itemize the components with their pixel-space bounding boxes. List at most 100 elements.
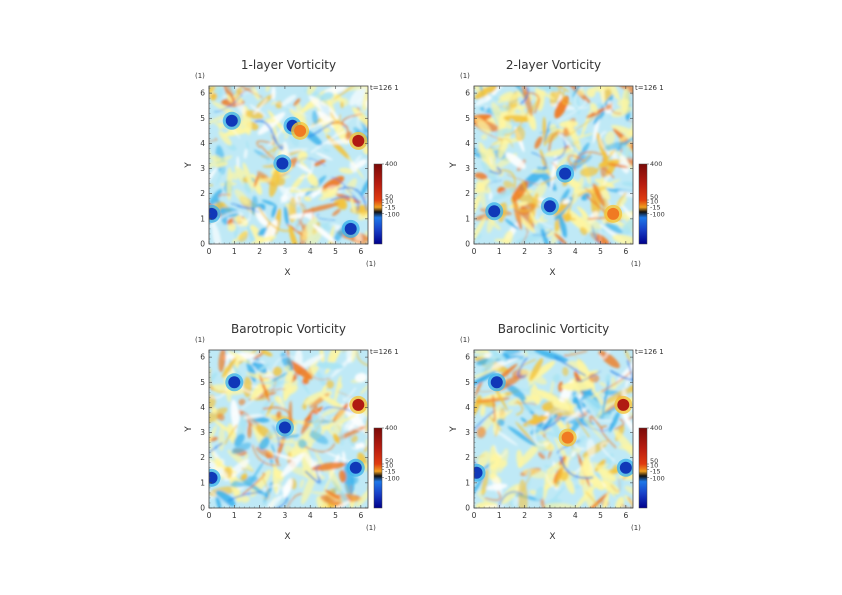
x-tick-label: 2 bbox=[257, 511, 262, 520]
colorbar-tick-label: -100 bbox=[650, 211, 665, 219]
x-tick-label: 6 bbox=[358, 511, 363, 520]
colorbar-tick-label: 400 bbox=[385, 160, 397, 168]
x-tick-label: 0 bbox=[207, 247, 212, 256]
y-axis-label: Y bbox=[184, 162, 194, 169]
x-tick-label: 2 bbox=[522, 511, 527, 520]
x-tick-label: 1 bbox=[497, 511, 502, 520]
y-tick-label: 0 bbox=[465, 240, 470, 249]
y-tick-label: 0 bbox=[200, 504, 205, 513]
colorbar-tick-label: 50 bbox=[650, 457, 658, 465]
negative-vortex bbox=[490, 376, 503, 389]
x-tick-label: 4 bbox=[573, 247, 578, 256]
negative-vortex bbox=[488, 205, 501, 218]
panel-title: 2-layer Vorticity bbox=[506, 58, 601, 72]
negative-vortex bbox=[559, 167, 572, 180]
x-tick-label: 0 bbox=[207, 511, 212, 520]
negative-vortex bbox=[278, 421, 291, 434]
colorbar-tick-label: 400 bbox=[650, 424, 662, 432]
colorbar-tick-label: 10 bbox=[385, 197, 393, 205]
y-unit-label: (1) bbox=[460, 336, 470, 344]
x-tick-label: 5 bbox=[598, 511, 603, 520]
colorbar-tick-label: -15 bbox=[650, 468, 661, 476]
y-tick-label: 4 bbox=[465, 403, 470, 412]
y-tick-label: 4 bbox=[465, 139, 470, 148]
x-tick-label: 3 bbox=[548, 511, 553, 520]
x-axis-label: X bbox=[549, 532, 555, 542]
plot-frame bbox=[208, 85, 369, 245]
colorbar-tick-label: -100 bbox=[385, 475, 400, 483]
colorbar-tick-label: -15 bbox=[650, 204, 661, 212]
colorbar-tick-label: -15 bbox=[385, 204, 396, 212]
y-unit-label: (1) bbox=[195, 72, 205, 80]
time-label: t=126 1 bbox=[635, 348, 664, 356]
y-tick-label: 6 bbox=[465, 89, 470, 98]
x-tick-label: 1 bbox=[232, 247, 237, 256]
plot-frame bbox=[473, 349, 634, 509]
y-tick-label: 4 bbox=[200, 139, 205, 148]
colorbar-tick-label: -100 bbox=[650, 475, 665, 483]
negative-vortex bbox=[349, 461, 362, 474]
colorbar bbox=[373, 427, 383, 509]
y-tick-label: 2 bbox=[465, 189, 470, 198]
y-tick-label: 3 bbox=[465, 164, 470, 173]
colorbar bbox=[373, 163, 383, 245]
x-unit-label: (1) bbox=[366, 524, 376, 532]
y-tick-label: 1 bbox=[465, 214, 470, 223]
y-tick-label: 0 bbox=[465, 504, 470, 513]
y-tick-label: 3 bbox=[200, 428, 205, 437]
negative-vortex bbox=[209, 471, 218, 484]
x-tick-label: 1 bbox=[232, 511, 237, 520]
time-label: t=126 1 bbox=[635, 84, 664, 92]
negative-vortex bbox=[225, 114, 238, 127]
y-tick-label: 1 bbox=[465, 478, 470, 487]
negative-vortex bbox=[228, 376, 241, 389]
panel-title: Baroclinic Vorticity bbox=[498, 322, 610, 336]
colorbar bbox=[638, 163, 648, 245]
positive-vortex bbox=[294, 124, 307, 137]
y-axis-label: Y bbox=[449, 162, 459, 169]
x-tick-label: 4 bbox=[308, 511, 313, 520]
negative-vortex bbox=[543, 200, 556, 213]
positive-vortex bbox=[617, 398, 630, 411]
x-unit-label: (1) bbox=[631, 260, 641, 268]
y-unit-label: (1) bbox=[460, 72, 470, 80]
colorbar-tick-label: 50 bbox=[385, 193, 393, 201]
colorbar-tick-label: 10 bbox=[650, 461, 658, 469]
panel-title: Barotropic Vorticity bbox=[231, 322, 346, 336]
time-label: t=126 1 bbox=[370, 84, 399, 92]
vorticity-field bbox=[474, 350, 633, 508]
y-tick-label: 1 bbox=[200, 214, 205, 223]
negative-vortex bbox=[619, 461, 632, 474]
x-tick-label: 3 bbox=[548, 247, 553, 256]
y-tick-label: 2 bbox=[465, 453, 470, 462]
x-tick-label: 5 bbox=[333, 511, 338, 520]
x-tick-label: 4 bbox=[573, 511, 578, 520]
x-tick-label: 4 bbox=[308, 247, 313, 256]
positive-vortex bbox=[352, 134, 365, 147]
y-tick-label: 6 bbox=[200, 89, 205, 98]
colorbar bbox=[638, 427, 648, 509]
y-tick-label: 6 bbox=[465, 353, 470, 362]
y-tick-label: 5 bbox=[465, 378, 470, 387]
x-axis-label: X bbox=[284, 532, 290, 542]
colorbar-tick-label: 50 bbox=[650, 193, 658, 201]
x-tick-label: 2 bbox=[522, 247, 527, 256]
panel-3: Barotropic Vorticity (1) (1) t=126 1 X Y 0 1 2 3 4… bbox=[184, 322, 400, 542]
plot-frame bbox=[208, 349, 369, 509]
time-label: t=126 1 bbox=[370, 348, 399, 356]
y-tick-label: 2 bbox=[200, 189, 205, 198]
x-tick-label: 6 bbox=[358, 247, 363, 256]
vorticity-field bbox=[474, 86, 633, 244]
panel-1: 1-layer Vorticity (1) (1) t=126 1 X Y 0 1 2 3 4 5 6 0… bbox=[184, 58, 400, 278]
x-tick-label: 3 bbox=[283, 511, 288, 520]
panel-title: 1-layer Vorticity bbox=[241, 58, 336, 72]
y-axis-label: Y bbox=[449, 426, 459, 433]
x-tick-label: 2 bbox=[257, 247, 262, 256]
negative-vortex bbox=[209, 207, 218, 220]
y-tick-label: 2 bbox=[200, 453, 205, 462]
colorbar-tick-label: 10 bbox=[385, 461, 393, 469]
y-tick-label: 5 bbox=[200, 114, 205, 123]
positive-vortex bbox=[561, 431, 574, 444]
y-tick-label: 5 bbox=[200, 378, 205, 387]
